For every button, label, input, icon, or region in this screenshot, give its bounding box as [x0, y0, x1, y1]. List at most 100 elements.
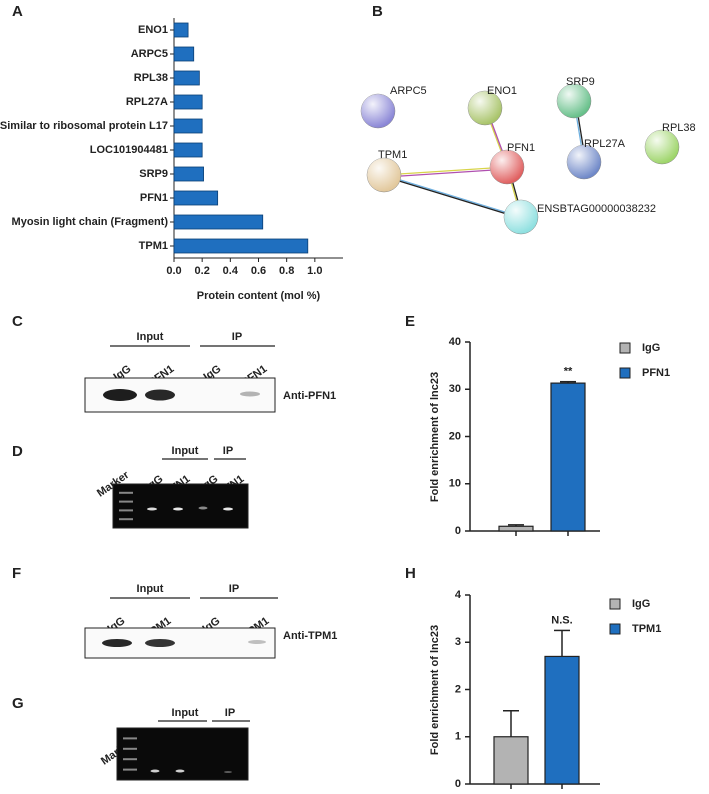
y-tick-label: 40 — [449, 336, 461, 348]
y-tick-label: RPL27A — [126, 96, 168, 108]
node-highlight — [504, 200, 538, 234]
node-highlight — [557, 84, 591, 118]
group-label: Input — [137, 331, 164, 343]
group-label: IP — [223, 445, 233, 457]
x-tick-label: 0.4 — [223, 265, 239, 277]
node-label: ENSBTAG00000038232 — [537, 203, 656, 215]
legend-label: IgG — [642, 342, 660, 354]
gel — [112, 483, 249, 529]
x-tick-label: 1.0 — [307, 265, 322, 277]
antibody-label: Anti-TPM1 — [283, 630, 337, 642]
panel-label: A — [12, 3, 23, 20]
node-label: SRP9 — [566, 76, 595, 88]
node-label: TPM1 — [378, 149, 407, 161]
y-axis-label: Fold enrichment of lnc23 — [429, 372, 441, 502]
legend-swatch — [619, 367, 631, 379]
ladder-band — [123, 747, 137, 750]
group-label: Input — [172, 707, 199, 719]
x-axis-label: Protein content (mol %) — [197, 290, 321, 302]
y-tick-label: PFN1 — [140, 192, 168, 204]
bar — [173, 94, 203, 110]
y-tick-label: TPM1 — [139, 240, 168, 252]
bar — [173, 214, 264, 230]
panel-label: H — [405, 565, 416, 582]
bar — [544, 655, 580, 785]
node-highlight — [361, 94, 395, 128]
y-tick-label: 3 — [455, 636, 461, 648]
group-label: IP — [232, 331, 242, 343]
annotation: N.S. — [551, 614, 572, 626]
node-highlight — [490, 150, 524, 184]
bar — [173, 46, 195, 62]
x-tick-label: 0.8 — [279, 265, 294, 277]
y-tick-label: Myosin light chain (Fragment) — [12, 216, 169, 228]
legend-swatch — [619, 342, 631, 354]
x-tick-label: 0.2 — [195, 265, 210, 277]
panel-label: F — [12, 565, 21, 582]
legend-swatch — [609, 598, 621, 610]
panel-label: G — [12, 695, 24, 712]
panel-label: C — [12, 313, 23, 330]
bar — [498, 525, 534, 532]
node-highlight — [567, 145, 601, 179]
band — [248, 640, 266, 644]
node-highlight — [468, 91, 502, 125]
node-label: RPL38 — [662, 122, 696, 134]
band — [198, 506, 208, 510]
y-tick-label: 0 — [455, 778, 461, 790]
node-label: ARPC5 — [390, 85, 427, 97]
band — [102, 639, 132, 647]
ladder-band — [119, 509, 133, 512]
panel-label: B — [372, 3, 383, 20]
y-tick-label: ENO1 — [138, 24, 168, 36]
legend-swatch — [609, 623, 621, 635]
band — [147, 507, 157, 511]
x-tick-label: 0.0 — [166, 265, 181, 277]
ladder-band — [119, 518, 133, 521]
group-label: IP — [225, 707, 235, 719]
y-tick-label: SRP9 — [139, 168, 168, 180]
bar — [493, 736, 529, 785]
y-tick-label: 4 — [455, 589, 462, 601]
legend-label: PFN1 — [642, 367, 670, 379]
y-tick-label: 30 — [449, 383, 461, 395]
y-tick-label: 1 — [455, 731, 461, 743]
bar — [173, 22, 189, 38]
y-tick-label: 2 — [455, 683, 461, 695]
y-tick-label: RPL38 — [134, 72, 168, 84]
ladder-band — [123, 737, 137, 740]
band — [103, 389, 137, 401]
annotation: ** — [564, 366, 573, 378]
band — [145, 639, 175, 647]
legend-label: TPM1 — [632, 623, 661, 635]
y-tick-label: ARPC5 — [131, 48, 168, 60]
antibody-label: Anti-PFN1 — [283, 390, 336, 402]
y-tick-label: 20 — [449, 430, 461, 442]
panel-label: E — [405, 313, 415, 330]
bar — [173, 118, 203, 134]
band — [224, 771, 232, 773]
node-highlight — [645, 130, 679, 164]
band — [175, 769, 185, 773]
network-edge — [383, 174, 522, 218]
band — [240, 391, 260, 397]
group-label: Input — [172, 445, 199, 457]
ladder-band — [123, 758, 137, 761]
x-tick-label: 0.6 — [251, 265, 266, 277]
y-tick-label: 10 — [449, 478, 461, 490]
band — [223, 507, 233, 511]
bar — [550, 382, 586, 532]
ladder-band — [119, 500, 133, 503]
ladder-band — [123, 768, 137, 771]
panel-label: D — [12, 443, 23, 460]
band — [173, 507, 183, 511]
band — [145, 389, 175, 401]
network-edge — [385, 176, 524, 220]
node-highlight — [367, 158, 401, 192]
bar — [173, 190, 219, 206]
bar — [173, 166, 204, 182]
ladder-band — [119, 491, 133, 494]
node-label: PFN1 — [507, 142, 535, 154]
bar — [173, 238, 309, 254]
